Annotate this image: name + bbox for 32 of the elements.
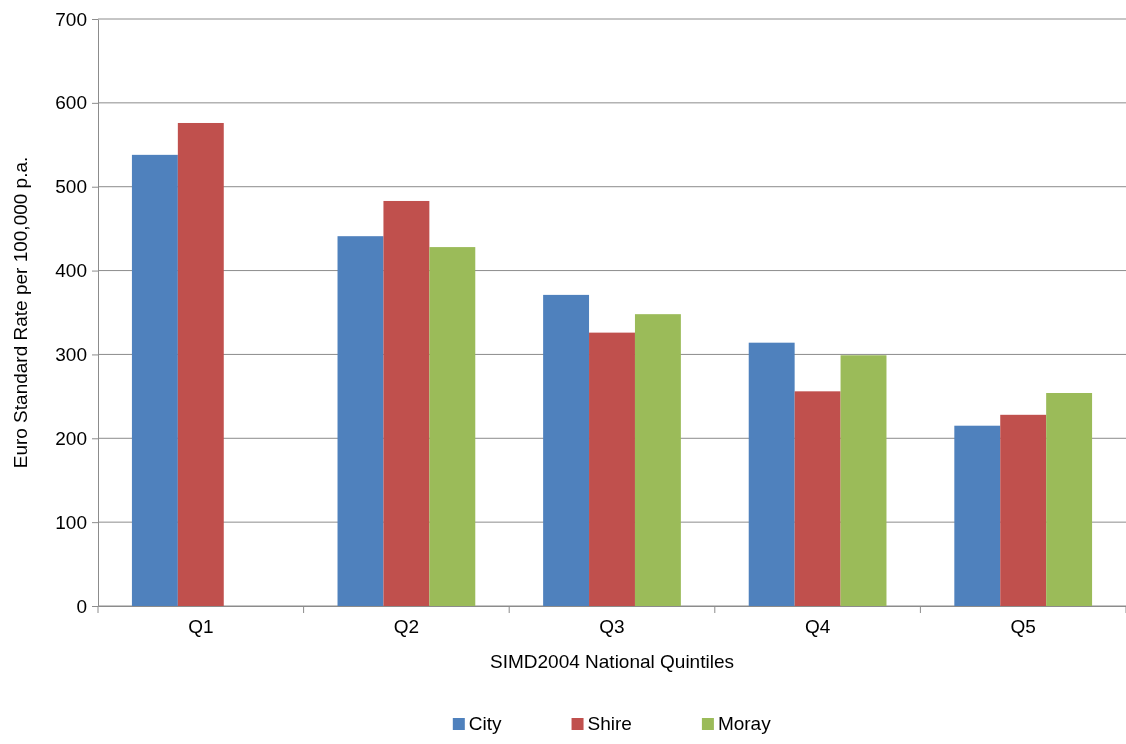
bar <box>131 154 178 606</box>
bar <box>1046 393 1093 606</box>
legend-label: City <box>468 713 503 734</box>
y-tick-label: 400 <box>55 260 87 282</box>
x-tick-label: Q4 <box>804 616 831 638</box>
bar <box>1000 414 1047 606</box>
bar <box>337 236 384 606</box>
x-tick-label: Q3 <box>599 616 625 638</box>
y-axis-title: Euro Standard Rate per 100,000 p.a. <box>10 156 31 469</box>
bar <box>954 425 1001 606</box>
bar <box>634 314 681 606</box>
bar <box>383 200 430 606</box>
x-tick-label: Q2 <box>393 616 420 638</box>
y-tick-label: 300 <box>55 344 87 366</box>
bar <box>543 294 590 606</box>
x-tick-label: Q5 <box>1010 616 1036 638</box>
legend-label: Moray <box>717 713 772 734</box>
y-tick-label: 500 <box>55 176 87 198</box>
bar <box>429 247 476 606</box>
x-tick-label: Q1 <box>188 616 214 638</box>
y-tick-label: 600 <box>55 92 87 114</box>
y-tick-label: 100 <box>55 511 87 533</box>
bar <box>794 391 841 606</box>
legend-label: Shire <box>587 713 632 734</box>
bar <box>748 342 795 606</box>
bar <box>840 355 887 606</box>
x-axis-title: SIMD2004 National Quintiles <box>490 651 734 672</box>
y-tick-label: 200 <box>55 427 87 449</box>
bar <box>177 122 224 606</box>
y-tick-label: 0 <box>76 595 87 617</box>
bar <box>589 332 635 606</box>
y-tick-label: 700 <box>55 8 87 30</box>
